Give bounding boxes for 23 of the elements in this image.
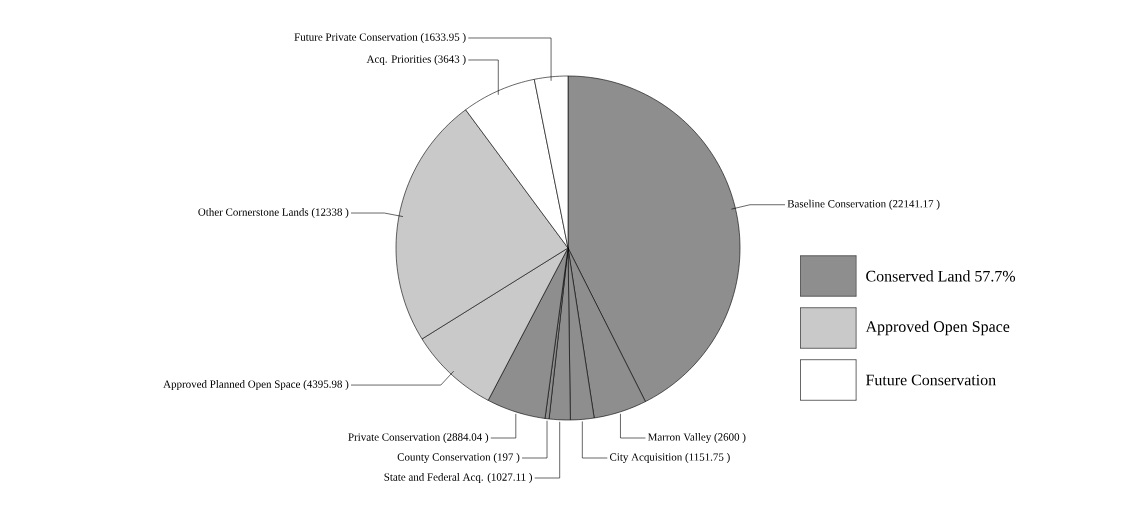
slice-label: County Conservation: [397, 453, 491, 463]
data-label: (1633.95 ): [420, 33, 466, 43]
data-label: (2884.04 ): [443, 433, 489, 443]
text: Approved Open Space: [865, 320, 1010, 336]
data-label: (22141.17 ): [889, 199, 940, 210]
data-label: (197 ): [493, 453, 520, 463]
data-label: (3643 ): [434, 55, 466, 65]
slice-label: Approved Planned Open Space: [163, 380, 301, 391]
text: Future Conservation: [865, 374, 996, 386]
slice-label: Private Conservation: [348, 433, 441, 441]
data-label: (1027.11 ): [487, 473, 533, 483]
slice-label: City Acquisition: [609, 453, 683, 463]
data-label: (12338 ): [311, 208, 349, 218]
slice-label: Future Private Conservation: [294, 33, 418, 41]
slice-label: Baseline Conservation: [787, 199, 886, 208]
slice-label: State and Federal Acq.: [384, 473, 483, 483]
slice-label: Marron Valley: [647, 433, 712, 443]
slice-label: Acq. Priorities: [366, 55, 431, 65]
data-label: (1151.75 ): [685, 453, 730, 463]
data-label: (4395.98 ): [303, 380, 349, 391]
slice-label: Other Cornerstone Lands: [198, 208, 309, 216]
data-label: (2600 ): [714, 433, 746, 443]
text: Conserved Land 57.7%: [866, 270, 1016, 282]
